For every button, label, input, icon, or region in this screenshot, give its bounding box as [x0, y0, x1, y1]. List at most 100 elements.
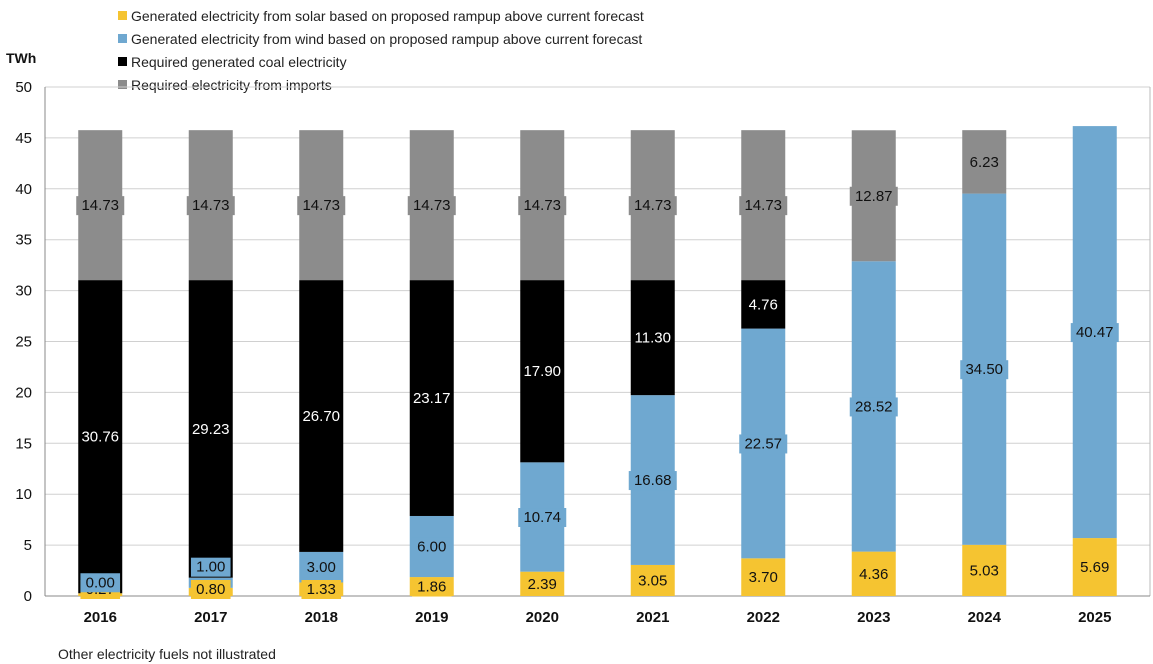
x-tick-label: 2017: [194, 609, 227, 626]
legend-item-solar: Generated electricity from solar based o…: [118, 4, 644, 27]
y-tick-label: 15: [15, 435, 32, 452]
data-label-wind: 16.68: [634, 472, 672, 489]
data-label-coal: 23.17: [413, 390, 451, 407]
y-tick-label: 0: [24, 588, 32, 605]
data-label-bg: [297, 196, 346, 216]
data-label-wind: 6.00: [417, 539, 446, 556]
y-tick-label: 25: [15, 334, 32, 351]
legend-swatch-solar: [118, 11, 127, 20]
y-tick-label: 40: [15, 181, 32, 198]
x-tick-label: 2019: [415, 609, 448, 626]
data-label-imports: 14.73: [192, 197, 230, 214]
bar-segment-coal: [188, 280, 233, 578]
data-label-bg: [853, 564, 894, 584]
y-tick-label: 50: [15, 79, 32, 96]
y-tick-label: 10: [15, 486, 32, 503]
data-label-bg: [518, 508, 567, 528]
data-label-bg: [1070, 323, 1119, 343]
legend-item-coal: Required generated coal electricity: [118, 50, 644, 73]
data-label-wind: 34.50: [965, 361, 1003, 378]
data-label-imports: 14.73: [302, 197, 340, 214]
data-label-bg: [960, 360, 1009, 380]
bar-segment-coal: [299, 280, 344, 552]
data-label-coal: 29.23: [192, 421, 230, 438]
data-label-wind: 0.00: [86, 574, 115, 591]
data-label-imports: 14.73: [81, 197, 119, 214]
data-label-bg: [632, 571, 673, 591]
bar-segment-coal: [520, 280, 565, 463]
y-tick-label: 30: [15, 283, 32, 300]
legend-swatch-wind: [118, 34, 127, 43]
data-label-bg: [628, 471, 677, 491]
x-tick-label: 2022: [747, 609, 780, 626]
x-tick-label: 2023: [857, 609, 890, 626]
x-tick-label: 2018: [305, 609, 338, 626]
bar-segment-coal: [630, 280, 675, 396]
data-label-imports: 14.73: [523, 197, 561, 214]
data-label-wind: 22.57: [744, 435, 782, 452]
data-label-bg: [1074, 558, 1115, 578]
legend-swatch-imports: [118, 80, 127, 89]
y-tick-label: 45: [15, 130, 32, 147]
y-axis-unit-label: TWh: [6, 50, 37, 66]
data-label-coal: 30.76: [81, 429, 119, 446]
data-label-wind: 28.52: [855, 398, 893, 415]
data-label-bg: [301, 580, 342, 599]
legend-label-wind: Generated electricity from wind based on…: [131, 30, 643, 47]
data-label-wind: 40.47: [1076, 324, 1114, 341]
bar-segment-coal: [78, 280, 123, 594]
y-tick-label: 20: [15, 384, 32, 401]
legend-label-coal: Required generated coal electricity: [131, 53, 347, 70]
data-label-solar: 4.36: [859, 566, 888, 583]
data-label-wind: 1.00: [196, 559, 225, 576]
data-label-solar: 5.69: [1080, 559, 1109, 576]
legend-label-solar: Generated electricity from solar based o…: [131, 7, 644, 24]
legend-swatch-coal: [118, 57, 127, 66]
data-label-bg: [522, 574, 563, 594]
data-label-bg: [849, 397, 898, 417]
data-label-bg: [964, 561, 1005, 581]
data-label-bg: [301, 558, 342, 578]
data-label-imports: 14.73: [413, 197, 451, 214]
data-label-bg: [628, 196, 677, 216]
chart-legend: Generated electricity from solar based o…: [118, 4, 644, 96]
data-label-bg: [849, 186, 898, 206]
data-label-imports: 6.23: [970, 154, 999, 171]
x-tick-label: 2021: [636, 609, 669, 626]
data-label-wind: 10.74: [523, 509, 561, 526]
data-label-bg: [80, 573, 121, 593]
data-label-bg: [739, 196, 788, 216]
legend-item-wind: Generated electricity from wind based on…: [118, 27, 644, 50]
data-label-wind: 3.00: [307, 559, 336, 576]
data-label-bg: [186, 196, 235, 216]
data-label-coal: 4.76: [749, 296, 778, 313]
x-tick-label: 2016: [84, 609, 117, 626]
data-label-bg: [518, 196, 567, 216]
data-label-bg: [411, 577, 452, 597]
data-label-solar: 3.05: [638, 572, 667, 589]
data-label-bg: [407, 196, 456, 216]
data-label-solar: 2.39: [528, 576, 557, 593]
data-label-bg: [411, 537, 452, 557]
x-tick-label: 2024: [968, 609, 1002, 626]
data-label-imports: 12.87: [855, 188, 893, 205]
data-label-bg: [739, 434, 788, 454]
data-label-bg: [76, 196, 125, 216]
data-label-bg: [190, 557, 231, 577]
y-tick-label: 5: [24, 537, 32, 554]
data-label-bg: [964, 152, 1005, 172]
bar-segment-coal: [409, 280, 454, 516]
data-label-coal: 17.90: [523, 363, 561, 380]
data-label-coal: 26.70: [302, 408, 340, 425]
data-label-bg: [743, 568, 784, 588]
x-tick-label: 2025: [1078, 609, 1111, 626]
data-label-solar: 0.80: [196, 581, 225, 598]
data-label-solar: 5.03: [970, 562, 999, 579]
data-label-bg: [190, 580, 231, 599]
data-label-solar: 3.70: [749, 569, 778, 586]
data-label-solar: 1.86: [417, 579, 446, 596]
data-label-coal: 11.30: [635, 330, 671, 347]
legend-item-imports: Required electricity from imports: [118, 73, 644, 96]
chart-footnote: Other electricity fuels not illustrated: [58, 646, 276, 662]
